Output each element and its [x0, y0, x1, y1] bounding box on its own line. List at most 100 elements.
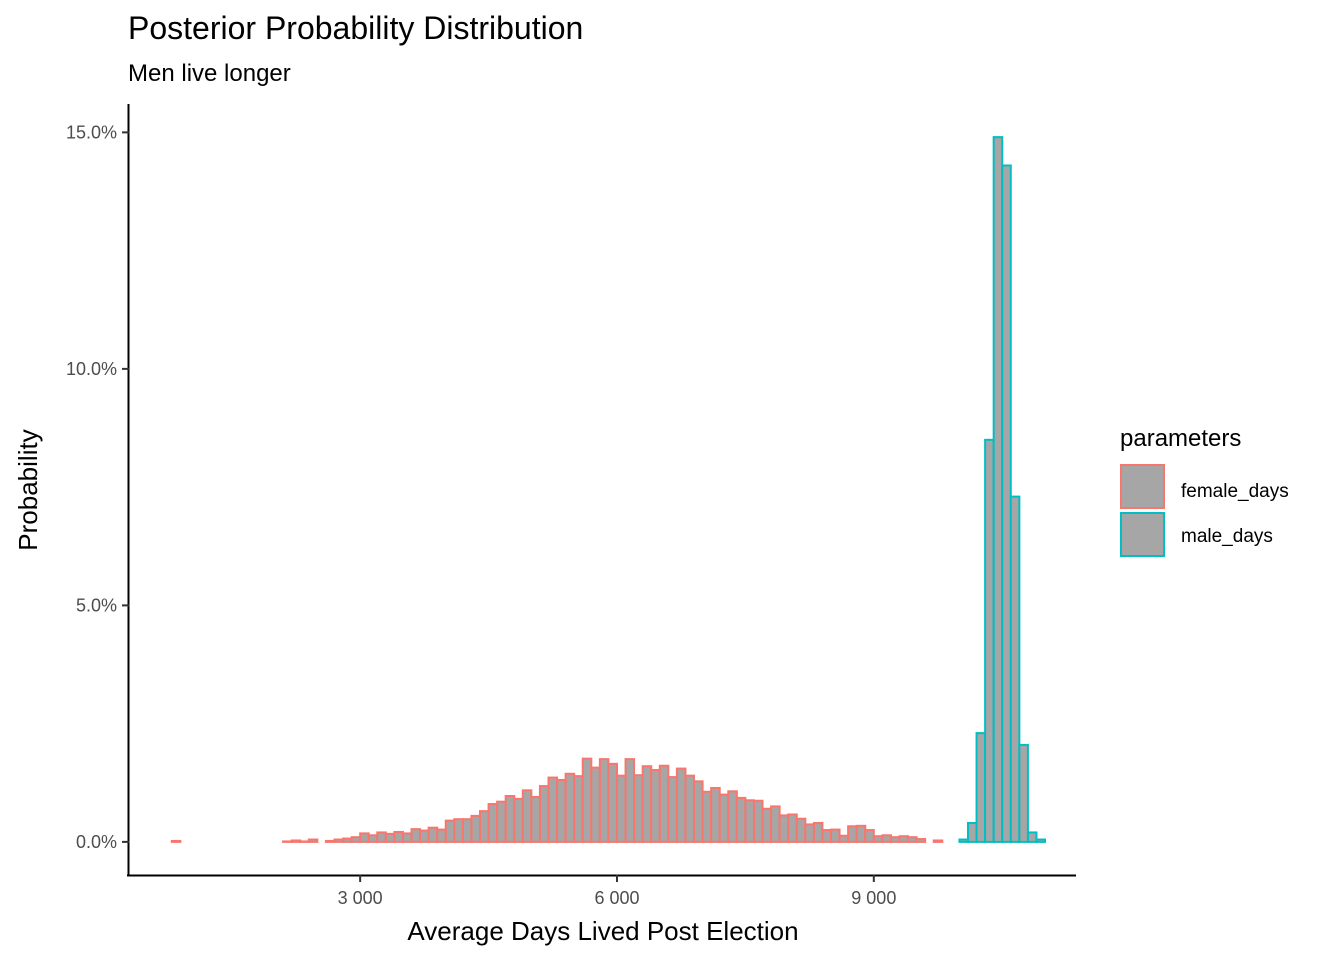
- female-days-bar: [521, 789, 533, 843]
- female-days-bar: [487, 803, 499, 843]
- female-days-bar: [701, 790, 713, 843]
- female-days-bar: [847, 825, 858, 843]
- plot-area: [170, 136, 1047, 843]
- female-days-bar: [401, 832, 413, 843]
- female-days-bar: [881, 834, 892, 843]
- male-days-bar: [1018, 743, 1029, 843]
- female-days-bar: [778, 814, 790, 843]
- female-days-bar: [855, 824, 867, 843]
- male-days-bar: [1035, 838, 1047, 843]
- female-days-bar: [393, 830, 404, 843]
- female-days-bar: [830, 828, 841, 843]
- female-days-bar: [812, 821, 824, 843]
- female-days-bar: [889, 836, 901, 843]
- female-days-bar: [615, 774, 627, 843]
- chart-title: Posterior Probability Distribution: [128, 10, 583, 46]
- female-days-bar: [376, 831, 387, 843]
- female-days-bar: [744, 799, 755, 843]
- female-days-bar: [872, 835, 884, 843]
- legend-key-male-days: [1120, 512, 1165, 557]
- female-days-bar: [590, 766, 601, 843]
- x-tick-label: 9 000: [851, 888, 896, 908]
- female-days-bar: [556, 778, 567, 843]
- female-days-bar: [581, 757, 593, 843]
- female-days-bar: [693, 780, 704, 843]
- female-days-bar: [573, 775, 584, 843]
- female-days-bar: [752, 799, 764, 843]
- female-days-bar: [367, 834, 379, 843]
- female-days-bar: [915, 838, 927, 843]
- female-days-bar: [333, 838, 345, 843]
- female-days-bar: [496, 800, 507, 843]
- female-days-bar: [727, 790, 738, 843]
- female-days-bar: [342, 837, 353, 843]
- female-days-bar: [598, 758, 610, 843]
- female-days-bar: [821, 829, 833, 843]
- female-days-bar: [607, 762, 618, 843]
- female-days-bar: [290, 839, 302, 843]
- y-tick-label: 0.0%: [76, 832, 117, 852]
- female-days-bar: [307, 838, 319, 843]
- female-days-bar: [444, 819, 456, 843]
- female-days-bars: [170, 757, 944, 843]
- female-days-bar: [735, 796, 747, 843]
- female-days-bar: [787, 813, 798, 843]
- female-days-bar: [898, 835, 910, 843]
- female-days-bar: [453, 818, 464, 843]
- female-days-bar: [641, 765, 653, 843]
- female-days-bar: [761, 807, 773, 843]
- female-days-bar: [624, 758, 636, 843]
- male-days-bar: [1001, 164, 1012, 843]
- male-days-bar: [992, 136, 1004, 843]
- male-days-bars: [958, 136, 1047, 843]
- female-days-bar: [479, 810, 490, 843]
- female-days-bar: [710, 786, 721, 843]
- legend-key-female-days: [1120, 464, 1165, 509]
- female-days-bar: [504, 795, 516, 843]
- y-tick-label: 15.0%: [66, 122, 117, 142]
- female-days-bar: [667, 776, 678, 843]
- female-days-bar: [633, 774, 644, 843]
- female-days-bar: [684, 774, 696, 843]
- y-tick-label: 10.0%: [66, 359, 117, 379]
- male-days-bar: [975, 732, 987, 843]
- female-days-bar: [427, 826, 439, 843]
- female-days-bar: [658, 764, 670, 843]
- x-axis-ticks: 3 000 6 000 9 000: [338, 875, 896, 908]
- female-days-bar: [419, 829, 430, 843]
- female-days-bar: [804, 823, 815, 843]
- x-tick-label: 6 000: [594, 888, 639, 908]
- female-days-bar: [470, 814, 482, 843]
- x-axis-title: Average Days Lived Post Election: [407, 916, 798, 946]
- female-days-bar: [547, 776, 559, 843]
- female-days-bar: [932, 839, 944, 843]
- female-days-bar: [675, 767, 687, 843]
- female-days-bar: [650, 768, 661, 843]
- female-days-bar: [324, 839, 336, 843]
- legend-label-male-days: male_days: [1181, 526, 1273, 547]
- female-days-bar: [538, 785, 550, 843]
- male-days-bar: [1026, 831, 1038, 843]
- female-days-bar: [410, 828, 422, 843]
- female-days-bar: [795, 817, 807, 843]
- female-days-bar: [530, 795, 541, 843]
- female-days-bar: [718, 793, 730, 843]
- male-days-bar: [984, 438, 995, 843]
- legend: parameters female_days male_days: [1120, 425, 1289, 557]
- x-tick-label: 3 000: [338, 888, 383, 908]
- legend-title: parameters: [1120, 425, 1241, 452]
- female-days-bar: [359, 832, 370, 843]
- chart-subtitle: Men live longer: [128, 60, 291, 87]
- y-axis-title: Probability: [13, 429, 43, 550]
- female-days-bar: [384, 832, 396, 843]
- male-days-bar: [958, 838, 969, 843]
- legend-label-female-days: female_days: [1181, 481, 1289, 502]
- female-days-bar: [513, 797, 524, 843]
- female-days-bar: [838, 834, 850, 843]
- female-days-bar: [770, 805, 781, 843]
- female-days-bar: [864, 829, 875, 843]
- male-days-bar: [1009, 495, 1021, 843]
- y-axis-ticks: 0.0% 5.0% 10.0% 15.0%: [66, 122, 129, 852]
- male-days-bar: [966, 821, 978, 843]
- female-days-bar: [436, 828, 447, 843]
